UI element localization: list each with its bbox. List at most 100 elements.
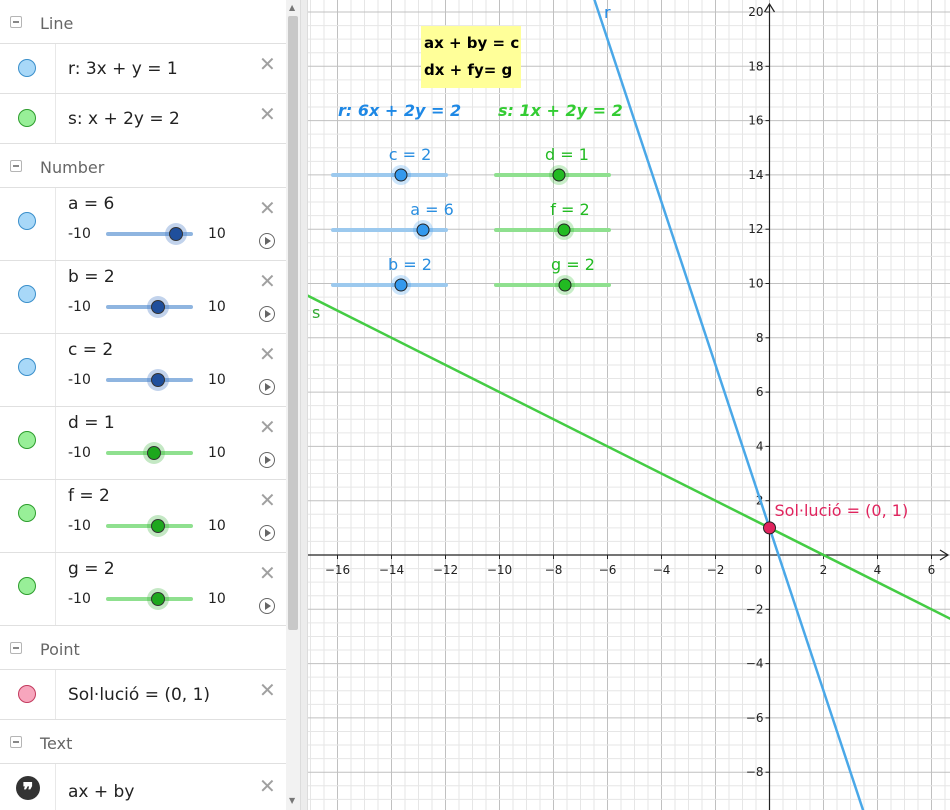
line-s[interactable]	[308, 284, 950, 637]
algebra-row-slider[interactable]: d = 1 ✕ -10 10	[0, 407, 286, 480]
delete-icon[interactable]: ✕	[259, 561, 276, 585]
algebra-row-line-s[interactable]: s: x + 2y = 2 ✕	[0, 94, 286, 144]
group-header-text[interactable]: Text	[0, 720, 286, 764]
slider-definition[interactable]: d = 1	[68, 413, 115, 433]
visibility-marble-icon[interactable]	[18, 358, 36, 376]
slider-definition[interactable]: b = 2	[68, 267, 115, 287]
slider-knob[interactable]	[151, 592, 166, 606]
slider-min: -10	[68, 445, 91, 461]
play-icon[interactable]	[259, 598, 275, 614]
group-header-number[interactable]: Number	[0, 144, 286, 188]
x-tick-label: −10	[487, 563, 512, 577]
graphics-slider-knob[interactable]	[552, 168, 566, 182]
delete-icon[interactable]: ✕	[259, 52, 276, 76]
play-icon[interactable]	[259, 525, 275, 541]
visibility-marble-icon[interactable]	[18, 212, 36, 230]
delete-icon[interactable]: ✕	[259, 488, 276, 512]
visibility-marble-icon[interactable]	[18, 504, 36, 522]
slider-knob[interactable]	[151, 300, 166, 314]
graphics-sliders[interactable]: c = 2 a = 6 b = 2 d = 1 f = 2 g = 2	[331, 145, 611, 295]
visibility-marble-icon[interactable]	[18, 285, 36, 303]
graphics-slider-knob[interactable]	[557, 223, 571, 237]
delete-icon[interactable]: ✕	[259, 102, 276, 126]
slider-track[interactable]	[106, 597, 193, 601]
play-icon[interactable]	[259, 452, 275, 468]
delete-icon[interactable]: ✕	[259, 342, 276, 366]
x-tick-label: 2	[820, 563, 828, 577]
play-icon[interactable]	[259, 306, 275, 322]
algebra-scrollbar[interactable]: ▲ ▼	[286, 0, 300, 810]
axis-tick-labels: −16−14−12−10−8−6−4−202462018161412108642…	[325, 5, 935, 779]
x-tick-label: −12	[433, 563, 458, 577]
collapse-toggle-icon[interactable]	[10, 160, 22, 172]
play-icon[interactable]	[259, 233, 275, 249]
graphics-slider-knob[interactable]	[394, 168, 408, 182]
visibility-marble-icon[interactable]	[18, 59, 36, 77]
delete-icon[interactable]: ✕	[259, 415, 276, 439]
slider-definition[interactable]: f = 2	[68, 486, 110, 506]
slider-track[interactable]	[106, 232, 193, 236]
visibility-marble-icon[interactable]	[18, 577, 36, 595]
collapse-toggle-icon[interactable]	[10, 736, 22, 748]
graphics-slider-label: a = 6	[410, 200, 454, 219]
slider-definition[interactable]: a = 6	[68, 194, 115, 214]
algebra-row-slider[interactable]: f = 2 ✕ -10 10	[0, 480, 286, 553]
slider-track[interactable]	[106, 305, 193, 309]
view-divider[interactable]	[300, 0, 308, 810]
point-definition[interactable]: Sol·lució = (0, 1)	[68, 685, 211, 705]
graphics-slider-label: b = 2	[388, 255, 432, 274]
graphics-slider-knob[interactable]	[394, 278, 408, 292]
graphics-slider-knob[interactable]	[558, 278, 572, 292]
graphics-view[interactable]: −16−14−12−10−8−6−4−202462018161412108642…	[308, 0, 950, 810]
axes	[308, 2, 950, 810]
text-definition[interactable]: ax + by	[68, 782, 135, 802]
slider-knob[interactable]	[168, 227, 183, 241]
x-tick-label: 4	[874, 563, 882, 577]
graphics-slider-knob[interactable]	[416, 223, 430, 237]
group-header-point[interactable]: Point	[0, 626, 286, 670]
algebra-row-slider[interactable]: g = 2 ✕ -10 10	[0, 553, 286, 626]
play-icon[interactable]	[259, 379, 275, 395]
slider-definition[interactable]: c = 2	[68, 340, 114, 360]
algebra-row-slider[interactable]: c = 2 ✕ -10 10	[0, 334, 286, 407]
visibility-marble-icon[interactable]	[18, 685, 36, 703]
scroll-down-icon[interactable]: ▼	[289, 796, 296, 805]
group-label: Line	[40, 14, 74, 33]
slider-track[interactable]	[106, 378, 193, 382]
group-header-line[interactable]: Line	[0, 0, 286, 44]
slider-definition[interactable]: g = 2	[68, 559, 115, 579]
collapse-toggle-icon[interactable]	[10, 16, 22, 28]
algebra-row-point[interactable]: Sol·lució = (0, 1) ✕	[0, 670, 286, 720]
slider-knob[interactable]	[151, 373, 166, 387]
slider-track[interactable]	[106, 524, 193, 528]
scrollbar-thumb[interactable]	[288, 16, 298, 630]
slider-min: -10	[68, 226, 91, 242]
delete-icon[interactable]: ✕	[259, 269, 276, 293]
quote-icon[interactable]: ❞	[16, 776, 40, 802]
scroll-up-icon[interactable]: ▲	[289, 3, 296, 12]
algebra-row-line-r[interactable]: r: 3x + y = 1 ✕	[0, 44, 286, 94]
slider-min: -10	[68, 299, 91, 315]
graphics-slider-label: c = 2	[389, 145, 432, 164]
algebra-row-text[interactable]: ❞ ax + by ✕	[0, 764, 286, 810]
delete-icon[interactable]: ✕	[259, 774, 276, 798]
line-r-label: r	[604, 3, 611, 22]
solution-point[interactable]	[763, 521, 776, 535]
collapse-toggle-icon[interactable]	[10, 642, 22, 654]
x-tick-label: −16	[325, 563, 350, 577]
visibility-marble-icon[interactable]	[18, 109, 36, 127]
slider-max: 10	[208, 372, 226, 388]
slider-knob[interactable]	[151, 519, 166, 533]
line-definition[interactable]: r: 3x + y = 1	[68, 59, 178, 79]
slider-min: -10	[68, 518, 91, 534]
slider-max: 10	[208, 226, 226, 242]
visibility-marble-icon[interactable]	[18, 431, 36, 449]
algebra-row-slider[interactable]: b = 2 ✕ -10 10	[0, 261, 286, 334]
algebra-row-slider[interactable]: a = 6 ✕ -10 10	[0, 188, 286, 261]
line-r[interactable]	[581, 0, 869, 810]
slider-knob[interactable]	[146, 446, 161, 460]
line-definition[interactable]: s: x + 2y = 2	[68, 109, 180, 129]
y-tick-label: 6	[756, 385, 764, 399]
delete-icon[interactable]: ✕	[259, 196, 276, 220]
delete-icon[interactable]: ✕	[259, 678, 276, 702]
